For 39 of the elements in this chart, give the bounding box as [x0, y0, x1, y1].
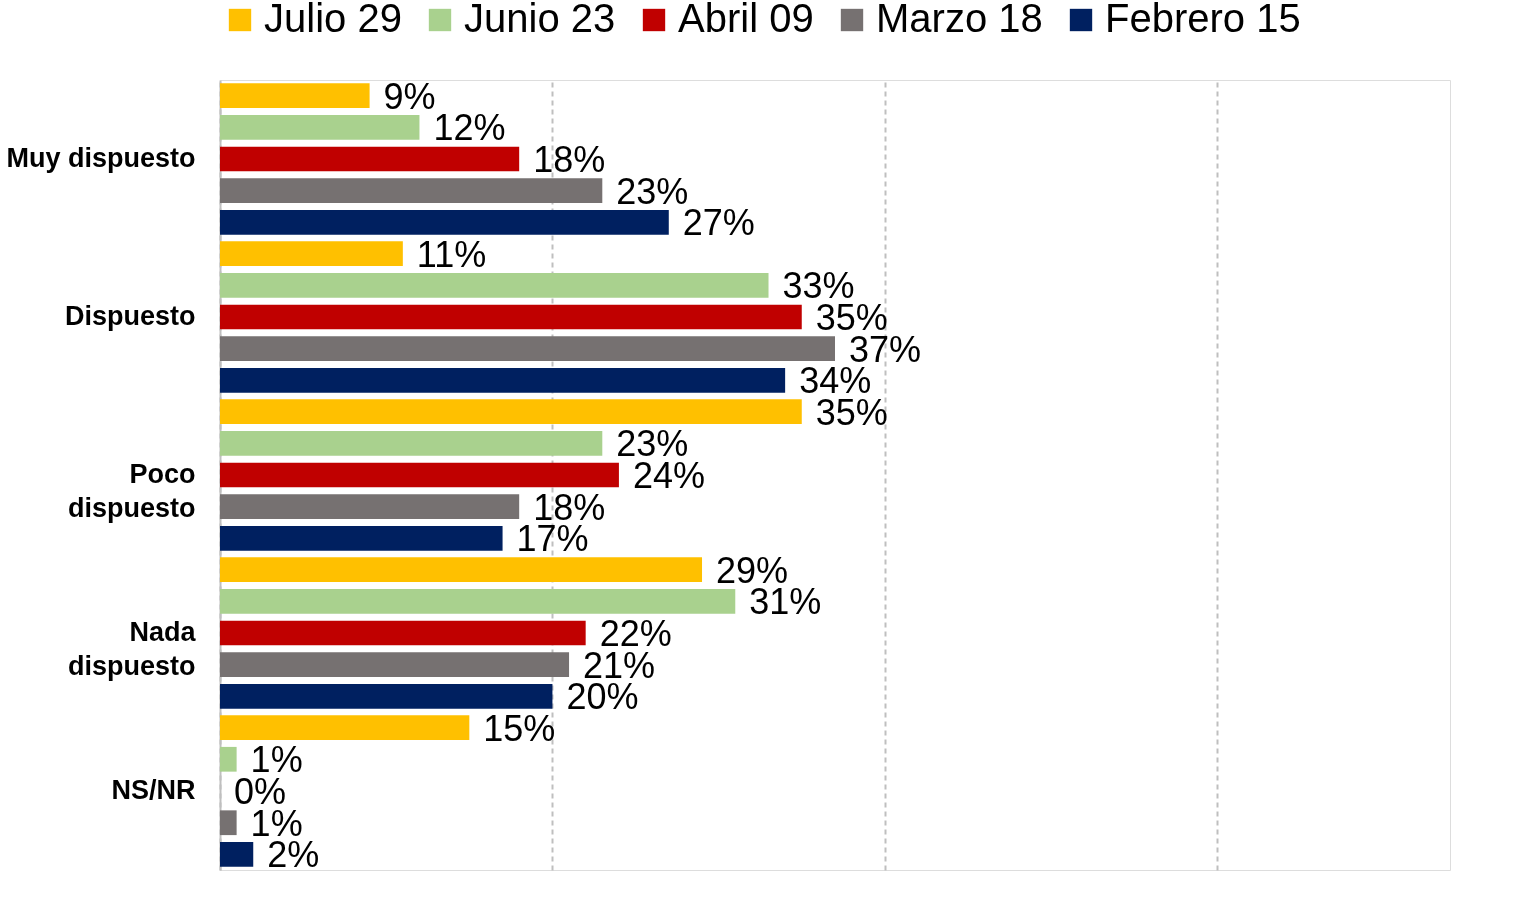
- bar: [220, 620, 586, 646]
- y-tick-label: Dispuesto: [64, 301, 196, 331]
- legend-label: Junio 23: [464, 0, 616, 40]
- data-label: 11%: [416, 233, 487, 275]
- bar: [220, 746, 237, 772]
- bar: [220, 114, 420, 140]
- data-label: 18%: [533, 139, 606, 180]
- bar: [220, 842, 254, 867]
- bar: [220, 715, 470, 740]
- y-tick-label: NS/NR: [111, 775, 196, 805]
- legend-label: Febrero 15: [1105, 0, 1301, 40]
- bar: [220, 178, 603, 204]
- bar: [220, 430, 603, 456]
- bar: [220, 146, 520, 172]
- bar: [220, 462, 619, 488]
- bar: [220, 494, 520, 520]
- bar: [220, 83, 370, 108]
- bar: [220, 399, 802, 424]
- bar: [220, 684, 553, 709]
- bar: [220, 652, 570, 678]
- data-label: 12%: [433, 107, 506, 149]
- data-label: 9%: [383, 75, 436, 117]
- data-label: 15%: [483, 707, 556, 749]
- legend-label: Julio 29: [264, 0, 402, 40]
- bar: [220, 272, 769, 298]
- bar: [220, 336, 835, 362]
- bar: [220, 526, 503, 551]
- legend-label: Abril 09: [678, 0, 814, 40]
- bar: [220, 557, 703, 582]
- bar: [220, 241, 403, 266]
- bar: [220, 304, 802, 330]
- bar: [220, 210, 669, 235]
- bar: [220, 810, 237, 836]
- legend-label: Marzo 18: [876, 0, 1043, 40]
- y-tick-label: Poco dispuesto: [67, 459, 196, 523]
- y-tick-label: Muy dispuesto: [6, 143, 196, 173]
- bar: [220, 588, 736, 614]
- bar: [220, 368, 786, 393]
- y-tick-label: Nada dispuesto: [67, 617, 197, 681]
